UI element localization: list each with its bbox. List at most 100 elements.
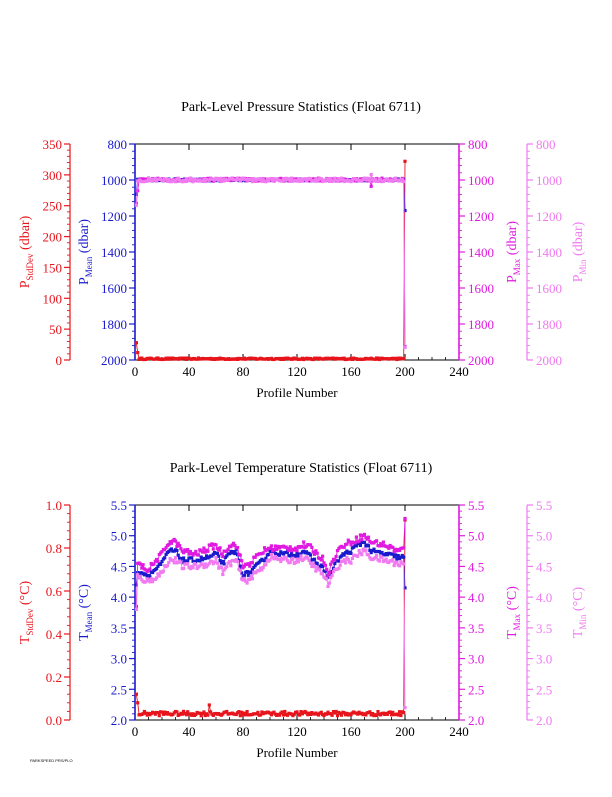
data-point-min (403, 345, 407, 349)
data-point-max (152, 562, 156, 566)
data-point-max (369, 184, 373, 188)
y-tick-label-max: 2000 (468, 353, 494, 368)
data-point-stddev (368, 710, 372, 714)
data-point-min (296, 560, 300, 564)
data-point-min (327, 179, 331, 183)
data-point-min (341, 178, 345, 182)
data-point-mean (151, 570, 155, 575)
data-point-mean (210, 554, 214, 558)
x-tick-label: 40 (183, 364, 196, 379)
data-point-stddev (299, 710, 303, 714)
data-point-min (360, 553, 364, 557)
x-tick-label: 240 (449, 364, 469, 379)
data-point-min (331, 570, 336, 574)
data-point-stddev (198, 711, 202, 715)
data-point-min (225, 565, 229, 569)
y-axis-label-stddev: PStdDev (dbar) (18, 215, 35, 288)
y-tick-label-mean: 800 (108, 137, 128, 152)
data-point-min (364, 548, 368, 552)
data-point-min (294, 560, 298, 565)
data-point-stddev (260, 710, 264, 714)
data-point-min (257, 569, 261, 573)
data-point-min (265, 177, 269, 181)
data-point-min (318, 568, 322, 572)
data-point-min (269, 177, 273, 181)
y-tick-label-max: 4.0 (468, 590, 484, 605)
data-point-min (326, 177, 330, 182)
data-point-min (248, 577, 252, 582)
data-point-min (203, 562, 207, 566)
data-point-stddev (399, 713, 403, 718)
data-point-stddev (161, 712, 165, 716)
data-point-max (403, 516, 407, 521)
data-point-min (222, 568, 226, 572)
y-tick-label-mean: 4.0 (111, 590, 127, 605)
data-point-stddev (356, 712, 360, 716)
data-point-min (329, 176, 333, 181)
data-point-min (188, 567, 192, 571)
data-point-min (155, 179, 159, 183)
data-point-stddev (268, 711, 272, 715)
data-point-max (334, 554, 338, 559)
data-point-stddev (136, 351, 140, 355)
data-point-max (240, 559, 244, 563)
data-point-min (134, 203, 138, 207)
data-point-min (245, 581, 249, 585)
data-point-max (173, 539, 178, 543)
y-tick-label-min: 5.0 (536, 529, 552, 544)
data-point-min (242, 576, 246, 580)
data-point-mean (342, 553, 346, 557)
data-point-stddev (376, 710, 380, 714)
data-point-mean (159, 562, 163, 566)
data-point-min (391, 558, 395, 562)
data-point-min (375, 554, 379, 558)
data-point-max (287, 548, 291, 552)
data-point-min (368, 179, 372, 183)
data-point-stddev (398, 710, 402, 714)
data-point-max (357, 539, 361, 543)
data-point-min (236, 559, 240, 564)
series-line-min (135, 174, 406, 348)
x-tick-label: 200 (395, 724, 415, 739)
data-point-min (284, 556, 288, 560)
data-point-max (178, 544, 182, 548)
data-point-mean (186, 559, 190, 563)
data-point-min (373, 177, 377, 181)
data-point-min (244, 579, 248, 583)
data-point-mean (403, 209, 407, 213)
data-point-max (314, 549, 318, 553)
data-point-min (369, 173, 373, 177)
data-point-min (194, 562, 198, 566)
data-point-max (366, 535, 371, 539)
data-point-mean (225, 554, 229, 558)
data-point-mean (182, 556, 186, 560)
data-point-mean (267, 552, 271, 557)
data-point-max (186, 548, 190, 552)
data-point-mean (321, 564, 325, 568)
chart-title: Park-Level Pressure Statistics (Float 67… (181, 100, 421, 115)
data-point-stddev (281, 713, 286, 717)
data-point-max (217, 548, 221, 552)
data-point-min (138, 574, 142, 579)
data-point-mean (156, 564, 160, 568)
data-point-mean (250, 567, 254, 572)
data-point-min (295, 557, 299, 561)
data-point-stddev (160, 710, 164, 714)
data-point-max (272, 548, 276, 552)
data-point-max (236, 546, 240, 550)
data-point-min (205, 565, 209, 569)
data-point-min (167, 177, 171, 182)
data-point-min (285, 559, 290, 563)
data-point-max (391, 545, 395, 550)
data-point-mean (240, 571, 244, 575)
data-point-min (372, 179, 376, 183)
data-point-max (242, 564, 246, 568)
data-point-max (322, 561, 326, 565)
data-point-min (173, 556, 178, 560)
data-point-max (167, 543, 171, 547)
data-point-min (362, 176, 367, 180)
data-point-min (357, 549, 361, 553)
series-line-stddev (135, 161, 406, 361)
data-point-min (234, 558, 238, 562)
